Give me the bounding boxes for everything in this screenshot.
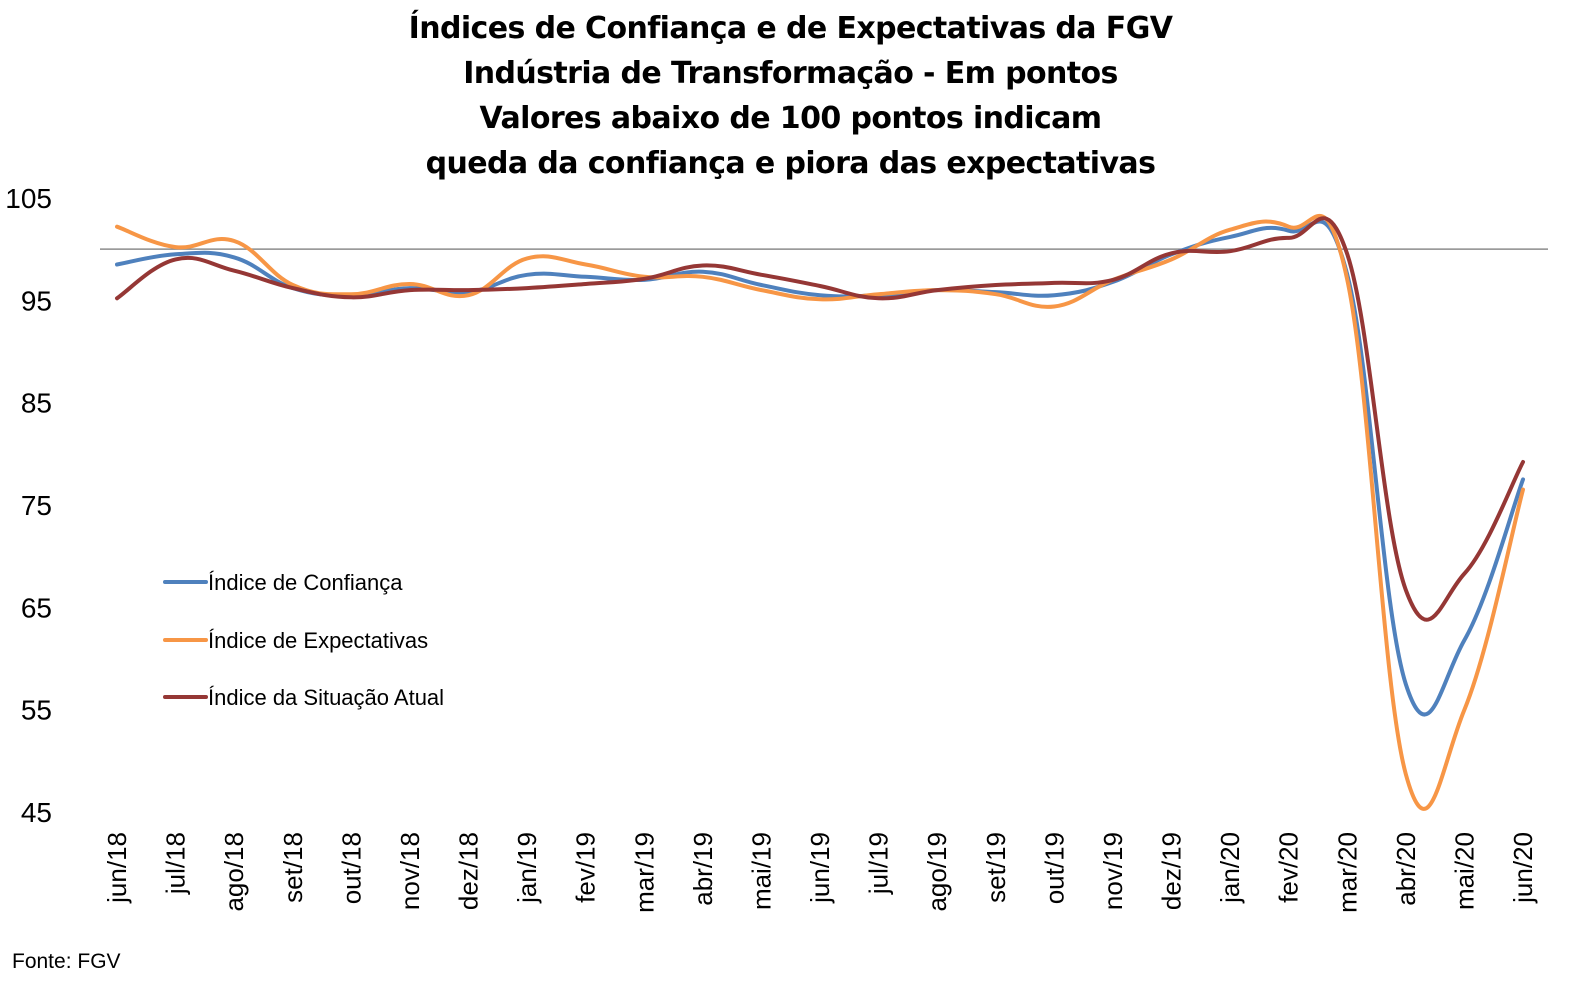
x-tick-label: ago/19: [922, 832, 952, 912]
x-tick-label: dez/18: [454, 832, 484, 910]
x-tick-label: fev/20: [1274, 832, 1304, 903]
x-tick-label: mar/19: [629, 832, 659, 913]
series-layer: [115, 213, 1525, 811]
legend-label: Índice de Confiança: [208, 570, 403, 595]
x-tick-label: jun/18: [102, 832, 132, 904]
y-tick-label: 55: [21, 695, 52, 726]
series-line-2: [115, 213, 1525, 811]
x-tick-label: abr/20: [1391, 832, 1421, 906]
x-tick-label: ago/18: [219, 832, 249, 912]
x-tick-label: jun/19: [805, 832, 835, 904]
y-tick-label: 65: [21, 592, 52, 623]
x-tick-label: jun/20: [1508, 832, 1538, 904]
source-note: Fonte: FGV: [12, 950, 121, 973]
legend-label: Índice da Situação Atual: [208, 685, 444, 710]
x-tick-label: mar/20: [1332, 832, 1362, 913]
y-tick-label: 75: [21, 490, 52, 521]
chart-title-line-1: Índices de Confiança e de Expectativas d…: [408, 11, 1173, 46]
x-tick-label: set/19: [981, 832, 1011, 903]
x-tick-label: out/19: [1039, 832, 1069, 904]
x-tick-label: jul/19: [864, 832, 894, 895]
series-line-3: [115, 216, 1525, 622]
x-tick-label: mai/20: [1449, 832, 1479, 910]
x-tick-label: dez/19: [1157, 832, 1187, 910]
x-tick-label: jan/20: [1215, 832, 1245, 904]
x-tick-label: jan/19: [512, 832, 542, 904]
chart-title: Índices de Confiança e de Expectativas d…: [0, 6, 1581, 186]
x-tick-label: set/18: [278, 832, 308, 903]
x-tick-label: fev/19: [571, 832, 601, 903]
x-tick-label: mai/19: [746, 832, 776, 910]
legend-entry-1: Índice de Confiança: [163, 570, 403, 595]
y-tick-label: 95: [21, 285, 52, 316]
y-tick-label: 105: [5, 183, 52, 214]
x-tick-label: jul/18: [161, 832, 191, 895]
x-tick-label: out/18: [336, 832, 366, 904]
x-tick-label: abr/19: [688, 832, 718, 906]
x-tick-label: nov/19: [1098, 832, 1128, 910]
chart-title-line-4: queda da confiança e piora das expectati…: [425, 146, 1156, 181]
chart-title-line-2: Indústria de Transformação - Em pontos: [463, 56, 1118, 91]
y-tick-label: 45: [21, 797, 52, 828]
y-axis-ticks: 105 95 85 75 65 55 45: [5, 183, 52, 828]
chart-title-line-3: Valores abaixo de 100 pontos indicam: [479, 101, 1103, 136]
legend-entry-3: Índice da Situação Atual: [163, 685, 444, 710]
legend-label: Índice de Expectativas: [208, 628, 428, 653]
legend-entry-2: Índice de Expectativas: [163, 628, 428, 653]
x-tick-label: nov/18: [395, 832, 425, 910]
x-axis-ticks: jun/18 jul/18 ago/18 set/18 out/18 nov/18 dez/…: [102, 832, 1538, 913]
legend: Índice de Confiança Índice de Expectativa…: [163, 570, 444, 710]
y-tick-label: 85: [21, 388, 52, 419]
